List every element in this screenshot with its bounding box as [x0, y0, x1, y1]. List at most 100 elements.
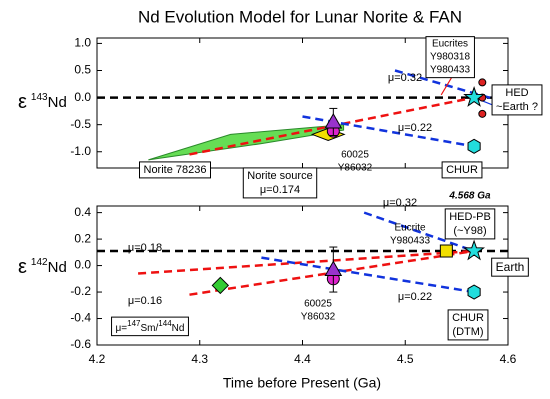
annotation-text: μ=0.22: [398, 122, 432, 134]
y-axis-label-part: Nd: [48, 94, 67, 111]
annotation-text: Norite 78236: [144, 164, 207, 176]
annotation-text: 60025: [341, 150, 369, 161]
annotation-text: (~Y98): [453, 225, 486, 237]
marker: [463, 86, 486, 107]
annotation-box: [491, 257, 529, 277]
annotation-text: Earth: [496, 260, 525, 274]
x-tick-label: 4.3: [191, 352, 208, 366]
y-tick-label: 0.5: [74, 63, 91, 77]
annotation: Norite source μ=0.174: [242, 167, 318, 199]
annotation: μ=0.22: [398, 291, 432, 303]
annotation-box: [425, 36, 475, 79]
x-axis-label: Time before Present (Ga): [223, 375, 381, 391]
line: [261, 256, 475, 294]
annotation-text: μ=147Sm/144Nd: [116, 319, 185, 334]
y-tick-label: -0.4: [70, 311, 91, 325]
y-axis-label-part: 143: [31, 92, 48, 103]
marker: [463, 239, 486, 261]
annotation-box: [447, 309, 489, 341]
annotation-text: Eucrite: [394, 223, 426, 234]
annotation: CHUR (DTM): [447, 309, 489, 341]
annotation-box: [441, 161, 483, 179]
y-tick-label: 1.0: [74, 36, 91, 50]
annotation-text: μ=0.32: [383, 197, 417, 209]
annotation: Eucrites Y980318 Y980433: [425, 36, 475, 79]
annotation: μ=0.32: [383, 197, 417, 209]
panel: Time before Present (Ga)ε 142Nd-0.6-0.4-0…: [18, 191, 529, 391]
annotation-part: Sm/: [141, 323, 159, 334]
annotation-part: μ=: [116, 323, 128, 334]
annotation: Eucrite Y980433: [390, 223, 430, 247]
marker: [439, 244, 453, 258]
y-tick-label: -0.2: [70, 284, 91, 298]
x-tick-label: 4.2: [89, 352, 106, 366]
annotation-text: μ=0.18: [128, 242, 162, 254]
y-axis-label: ε 143Nd: [18, 91, 67, 113]
x-tick-label: 4.6: [500, 352, 517, 366]
x-tick-label: 4.5: [397, 352, 414, 366]
y-axis-label-part: Nd: [48, 259, 67, 276]
marker: [324, 112, 343, 129]
annotation-text: Y980318: [430, 52, 470, 63]
y-tick-label: -0.5: [70, 117, 91, 131]
annotation-box: [139, 161, 211, 179]
marker: [211, 276, 230, 295]
annotation-text: ~Earth ?: [496, 101, 538, 113]
line: [394, 69, 509, 105]
line: [138, 249, 475, 275]
annotation: μ=0.22: [398, 122, 432, 134]
y-axis-label-part: ε: [18, 256, 27, 278]
annotation: μ=0.32: [388, 72, 422, 84]
annotation: 60025 Y86032: [301, 299, 336, 323]
annotation-text: μ=0.16: [128, 295, 162, 307]
annotation-text: HED: [505, 87, 528, 99]
annotation-text: μ=0.32: [388, 72, 422, 84]
annotation-part: 147: [127, 319, 141, 328]
y-tick-label: -0.6: [70, 337, 91, 351]
annotation-part: Nd: [172, 323, 185, 334]
y-axis-label: ε 142Nd: [18, 256, 67, 278]
marker: [467, 284, 481, 300]
annotation: μ=147Sm/144Nd: [111, 316, 189, 337]
annotation: μ=0.16: [128, 295, 162, 307]
annotation-part: 144: [158, 319, 172, 328]
marker: [467, 138, 481, 154]
annotation-box: [111, 316, 189, 337]
annotation-text: Y980433: [390, 236, 430, 247]
y-tick-label: 0.0: [74, 258, 91, 272]
panel: Nd Evolution Model for Lunar Norite & FA…: [18, 7, 543, 199]
y-axis-label-part: ε: [18, 91, 27, 113]
annotation: Norite 78236: [139, 161, 211, 179]
annotation-text: 4.568 Ga: [448, 191, 491, 202]
annotation-text: CHUR: [452, 312, 484, 324]
marker: [478, 109, 487, 118]
annotation-box: [444, 208, 496, 240]
y-axis-label-part: 142: [31, 257, 48, 268]
annotation: HED-PB (~Y98): [444, 208, 496, 240]
annotation: μ=0.18: [128, 242, 162, 254]
annotation: 4.568 Ga: [448, 191, 491, 202]
annotation-text: 60025: [304, 299, 332, 310]
marker: [478, 78, 487, 87]
annotation-text: Y86032: [301, 312, 336, 323]
annotation-box: [242, 167, 318, 199]
x-tick-label: 4.4: [294, 352, 311, 366]
annotation: 60025 Y86032: [338, 150, 373, 174]
annotation: CHUR: [441, 161, 483, 179]
y-tick-label: 0.0: [74, 90, 91, 104]
y-tick-label: 0.4: [74, 205, 91, 219]
annotation-text: Y980433: [430, 65, 470, 76]
annotation-text: CHUR: [446, 164, 478, 176]
annotation-text: (DTM): [452, 326, 483, 338]
annotation: HED ~Earth ?: [491, 84, 543, 116]
annotation-text: HED-PB: [449, 211, 491, 223]
y-tick-label: -1.0: [70, 144, 91, 158]
line: [363, 211, 475, 253]
chart-title: Nd Evolution Model for Lunar Norite & FA…: [138, 7, 462, 26]
y-tick-label: 0.2: [74, 231, 91, 245]
annotation-text: Norite source: [247, 170, 312, 182]
annotation: Earth: [491, 257, 529, 277]
annotation-text: Y86032: [338, 163, 373, 174]
annotation-text: μ=0.22: [398, 291, 432, 303]
